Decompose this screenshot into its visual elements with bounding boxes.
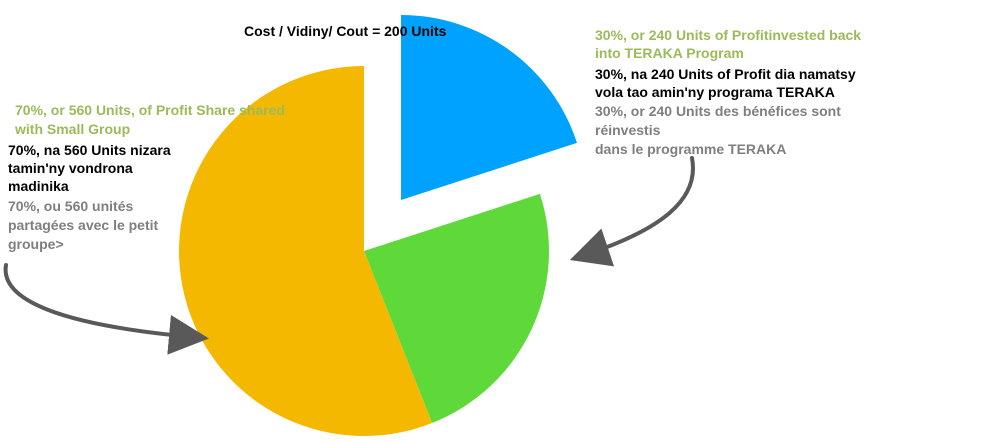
- share-french-line-2: partagées avec le petit: [8, 217, 159, 233]
- reinvest-annotation-arrow: [569, 156, 695, 267]
- reinvest-french-line-2: réinvestis: [595, 122, 661, 138]
- reinvest-english-line-2: into TERAKA Program: [595, 45, 744, 61]
- chart-title: Cost / Vidiny/ Cout = 200 Units: [244, 23, 447, 39]
- share-english-line-2: with Small Group: [15, 121, 131, 137]
- pie-slice-profit-share: [178, 66, 433, 437]
- pie-slice-cost: [401, 15, 577, 201]
- reinvest-french-line-3: dans le programme TERAKA: [595, 141, 787, 157]
- pie-slice-profit-reinvested: [364, 193, 549, 424]
- reinvest-english-line-1: 30%, or 240 Units of Profitinvested back: [595, 27, 862, 43]
- share-french-line-3: groupe>: [8, 236, 64, 252]
- reinvest-malagasy-line-2: vola tao amin'ny programa TERAKA: [595, 84, 835, 100]
- reinvest-malagasy-line-1: 30%, na 240 Units of Profit dia namatsy: [595, 66, 856, 82]
- reinvest-french-line-1: 30%, or 240 Units des bénéfices sont: [595, 103, 841, 119]
- share-annotation-arrow: [3, 263, 209, 355]
- share-malagasy-line-3: madinika: [8, 178, 69, 194]
- share-malagasy-line-1: 70%, na 560 Units nizara: [8, 142, 171, 158]
- pie-slices: [178, 15, 577, 437]
- share-english-line-1: 70%, or 560 Units, of Profit Share share…: [15, 102, 285, 118]
- share-french-line-1: 70%, ou 560 unités: [8, 198, 134, 214]
- share-malagasy-line-2: tamin'ny vondrona: [8, 160, 133, 176]
